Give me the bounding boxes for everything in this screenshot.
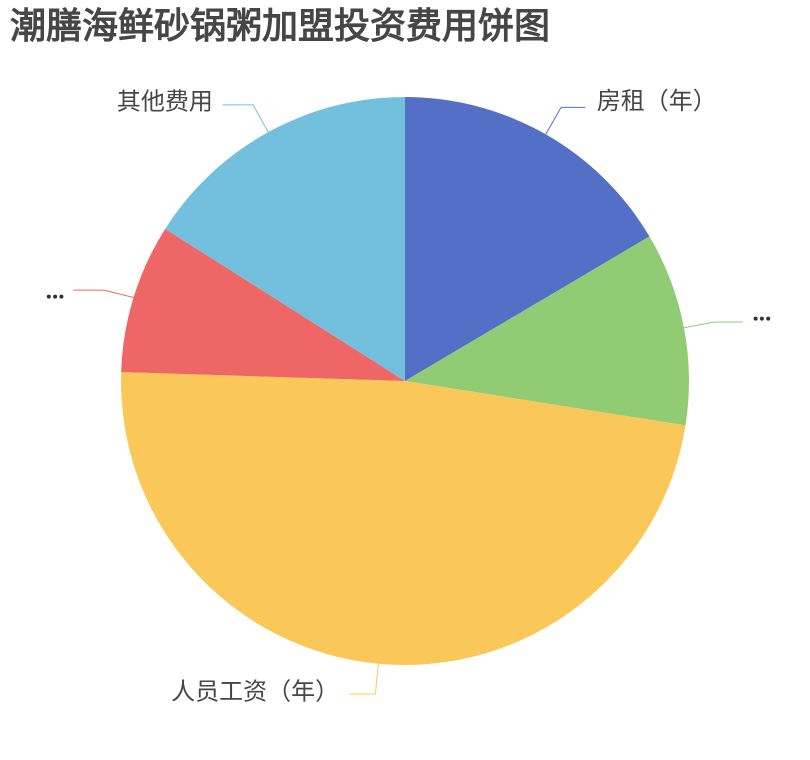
svg-text:其他费用: 其他费用: [117, 89, 213, 116]
svg-text:人员工资（年）: 人员工资（年）: [171, 679, 339, 706]
svg-text:房租（年）: 房租（年）: [597, 88, 717, 115]
svg-text:潮膳海鲜砂锅粥加盟投资费用饼图: 潮膳海鲜砂锅粥加盟投资费用饼图: [10, 5, 550, 46]
